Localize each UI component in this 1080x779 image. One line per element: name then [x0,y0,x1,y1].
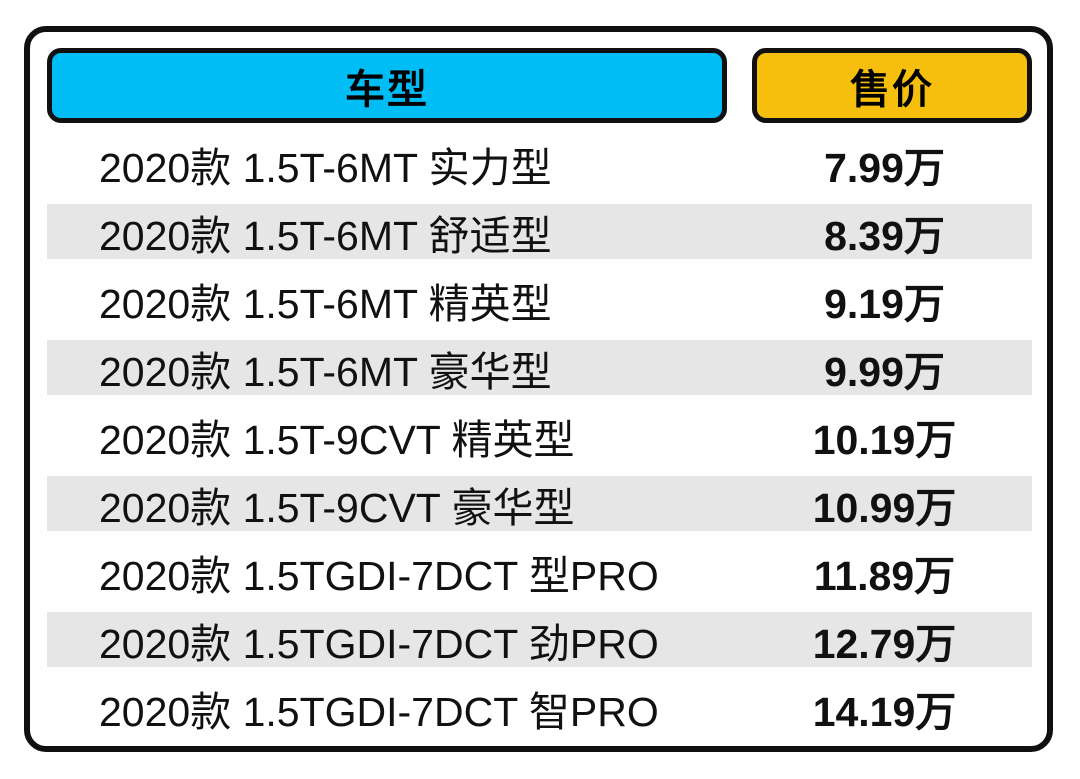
model-cell: 2020款 1.5T-9CVT 精英型 [99,416,575,463]
column-header-price-label: 售价 [850,67,934,112]
price-cell: 9.19万 [824,280,945,327]
price-cell: 14.19万 [812,688,957,735]
table-row: 2020款 1.5T-9CVT 精英型 10.19万 [47,408,1032,463]
table-row: 2020款 1.5T-6MT 实力型 7.99万 [47,136,1032,191]
price-cell: 9.99万 [824,348,945,395]
table-row: 2020款 1.5TGDI-7DCT 劲PRO 12.79万 [47,612,1032,667]
table-row: 2020款 1.5TGDI-7DCT 型PRO 11.89万 [47,544,1032,599]
column-header-price: 售价 [752,48,1032,123]
model-cell: 2020款 1.5T-6MT 舒适型 [99,212,552,259]
table-row: 2020款 1.5TGDI-7DCT 智PRO 14.19万 [47,680,1032,735]
price-table-card: 车型 售价 2020款 1.5T-6MT 实力型 7.99万 2020款 1.5… [24,26,1053,752]
model-cell: 2020款 1.5T-6MT 豪华型 [99,348,552,395]
column-header-model-label: 车型 [345,67,429,112]
table-row: 2020款 1.5T-6MT 精英型 9.19万 [47,272,1032,327]
model-cell: 2020款 1.5TGDI-7DCT 智PRO [99,688,659,735]
table-body: 2020款 1.5T-6MT 实力型 7.99万 2020款 1.5T-6MT … [47,136,1032,735]
table-row: 2020款 1.5T-6MT 舒适型 8.39万 [47,204,1032,259]
model-cell: 2020款 1.5T-6MT 实力型 [99,144,552,191]
table-header: 车型 售价 [47,48,1032,123]
model-cell: 2020款 1.5TGDI-7DCT 型PRO [99,552,659,599]
table-row: 2020款 1.5T-9CVT 豪华型 10.99万 [47,476,1032,531]
model-cell: 2020款 1.5T-9CVT 豪华型 [99,484,575,531]
price-cell: 12.79万 [812,620,957,667]
price-cell: 7.99万 [824,144,945,191]
price-cell: 10.99万 [812,484,957,531]
price-cell: 10.19万 [812,416,957,463]
model-cell: 2020款 1.5T-6MT 精英型 [99,280,552,327]
column-header-model: 车型 [47,48,727,123]
price-cell: 11.89万 [813,552,956,599]
table-row: 2020款 1.5T-6MT 豪华型 9.99万 [47,340,1032,395]
price-cell: 8.39万 [824,212,945,259]
model-cell: 2020款 1.5TGDI-7DCT 劲PRO [99,620,659,667]
